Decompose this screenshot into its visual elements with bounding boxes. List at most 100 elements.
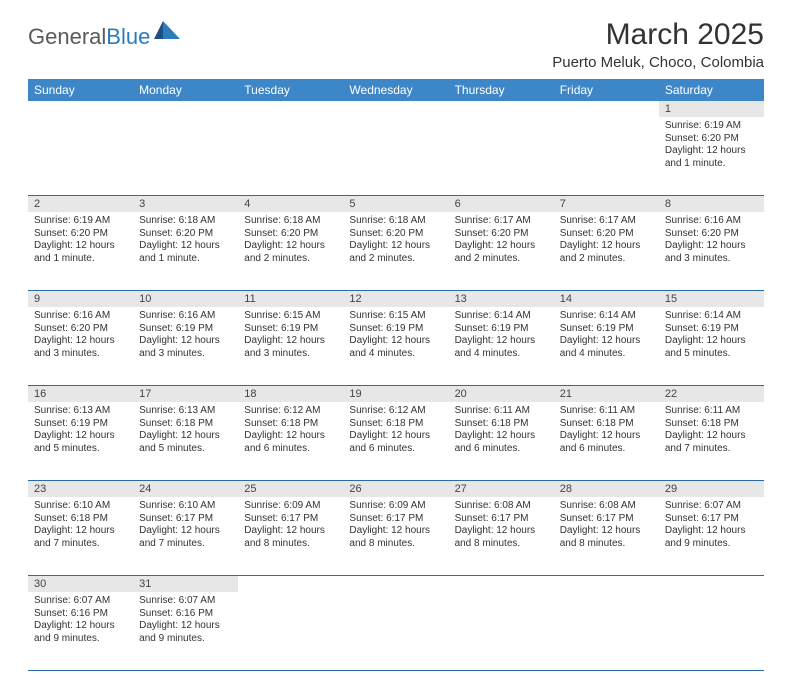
- day-cell: [659, 592, 764, 671]
- day-cell: [554, 592, 659, 671]
- sunset-text: Sunset: 6:20 PM: [349, 228, 442, 241]
- day-number-cell: 24: [133, 481, 238, 498]
- day-cell-body: Sunrise: 6:10 AMSunset: 6:18 PMDaylight:…: [28, 497, 133, 554]
- day-cell: [28, 117, 133, 196]
- weekday-header: Friday: [554, 79, 659, 101]
- daylight-text: Daylight: 12 hours and 7 minutes.: [139, 525, 232, 550]
- sunrise-text: Sunrise: 6:19 AM: [34, 215, 127, 228]
- day-number-cell: 4: [238, 196, 343, 213]
- day-cell: Sunrise: 6:14 AMSunset: 6:19 PMDaylight:…: [449, 307, 554, 386]
- location: Puerto Meluk, Choco, Colombia: [552, 54, 764, 71]
- daylight-text: Daylight: 12 hours and 1 minute.: [139, 240, 232, 265]
- day-number-cell: [343, 101, 448, 117]
- day-number-cell: 18: [238, 386, 343, 403]
- daylight-text: Daylight: 12 hours and 9 minutes.: [665, 525, 758, 550]
- weekday-header: Monday: [133, 79, 238, 101]
- week-row: Sunrise: 6:10 AMSunset: 6:18 PMDaylight:…: [28, 497, 764, 576]
- weekday-header: Saturday: [659, 79, 764, 101]
- daylight-text: Daylight: 12 hours and 8 minutes.: [349, 525, 442, 550]
- day-cell-body: Sunrise: 6:07 AMSunset: 6:17 PMDaylight:…: [659, 497, 764, 554]
- sunset-text: Sunset: 6:17 PM: [455, 513, 548, 526]
- sunrise-text: Sunrise: 6:18 AM: [139, 215, 232, 228]
- day-cell-body: Sunrise: 6:12 AMSunset: 6:18 PMDaylight:…: [238, 402, 343, 459]
- day-number-cell: 28: [554, 481, 659, 498]
- sunrise-text: Sunrise: 6:13 AM: [139, 405, 232, 418]
- day-cell: Sunrise: 6:13 AMSunset: 6:19 PMDaylight:…: [28, 402, 133, 481]
- daylight-text: Daylight: 12 hours and 4 minutes.: [560, 335, 653, 360]
- day-number-cell: 2: [28, 196, 133, 213]
- daylight-text: Daylight: 12 hours and 3 minutes.: [665, 240, 758, 265]
- day-cell-body: Sunrise: 6:16 AMSunset: 6:20 PMDaylight:…: [659, 212, 764, 269]
- day-cell-body: Sunrise: 6:19 AMSunset: 6:20 PMDaylight:…: [659, 117, 764, 174]
- sunrise-text: Sunrise: 6:14 AM: [560, 310, 653, 323]
- sunset-text: Sunset: 6:20 PM: [665, 228, 758, 241]
- day-number-cell: [554, 101, 659, 117]
- day-cell-body: Sunrise: 6:18 AMSunset: 6:20 PMDaylight:…: [133, 212, 238, 269]
- sunset-text: Sunset: 6:18 PM: [349, 418, 442, 431]
- sunset-text: Sunset: 6:18 PM: [560, 418, 653, 431]
- day-cell-body: Sunrise: 6:14 AMSunset: 6:19 PMDaylight:…: [554, 307, 659, 364]
- day-number-cell: 12: [343, 291, 448, 308]
- day-cell-body: Sunrise: 6:11 AMSunset: 6:18 PMDaylight:…: [659, 402, 764, 459]
- calendar-table: Sunday Monday Tuesday Wednesday Thursday…: [28, 79, 764, 671]
- day-cell: [449, 117, 554, 196]
- sunrise-text: Sunrise: 6:11 AM: [560, 405, 653, 418]
- sunset-text: Sunset: 6:19 PM: [139, 323, 232, 336]
- sunrise-text: Sunrise: 6:07 AM: [34, 595, 127, 608]
- weekday-header: Sunday: [28, 79, 133, 101]
- day-number-cell: 23: [28, 481, 133, 498]
- day-number-cell: 27: [449, 481, 554, 498]
- day-number-row: 9101112131415: [28, 291, 764, 308]
- day-number-cell: [238, 101, 343, 117]
- day-cell: Sunrise: 6:11 AMSunset: 6:18 PMDaylight:…: [554, 402, 659, 481]
- day-number-cell: 7: [554, 196, 659, 213]
- day-number-cell: 13: [449, 291, 554, 308]
- sunrise-text: Sunrise: 6:17 AM: [455, 215, 548, 228]
- sunrise-text: Sunrise: 6:08 AM: [560, 500, 653, 513]
- day-cell-body: Sunrise: 6:08 AMSunset: 6:17 PMDaylight:…: [449, 497, 554, 554]
- day-cell: Sunrise: 6:12 AMSunset: 6:18 PMDaylight:…: [238, 402, 343, 481]
- sunset-text: Sunset: 6:20 PM: [34, 323, 127, 336]
- day-number-cell: 8: [659, 196, 764, 213]
- day-cell: Sunrise: 6:10 AMSunset: 6:18 PMDaylight:…: [28, 497, 133, 576]
- day-cell-body: Sunrise: 6:09 AMSunset: 6:17 PMDaylight:…: [238, 497, 343, 554]
- calendar-body: 1Sunrise: 6:19 AMSunset: 6:20 PMDaylight…: [28, 101, 764, 671]
- calendar-page: GeneralBlue March 2025 Puerto Meluk, Cho…: [0, 0, 792, 689]
- sunset-text: Sunset: 6:18 PM: [139, 418, 232, 431]
- day-cell: Sunrise: 6:09 AMSunset: 6:17 PMDaylight:…: [343, 497, 448, 576]
- daylight-text: Daylight: 12 hours and 5 minutes.: [34, 430, 127, 455]
- day-cell-body: Sunrise: 6:12 AMSunset: 6:18 PMDaylight:…: [343, 402, 448, 459]
- day-cell-body: Sunrise: 6:18 AMSunset: 6:20 PMDaylight:…: [343, 212, 448, 269]
- sunrise-text: Sunrise: 6:12 AM: [349, 405, 442, 418]
- day-cell: Sunrise: 6:19 AMSunset: 6:20 PMDaylight:…: [28, 212, 133, 291]
- day-number-cell: 15: [659, 291, 764, 308]
- sunset-text: Sunset: 6:19 PM: [34, 418, 127, 431]
- sunset-text: Sunset: 6:17 PM: [244, 513, 337, 526]
- sunrise-text: Sunrise: 6:17 AM: [560, 215, 653, 228]
- day-cell: Sunrise: 6:07 AMSunset: 6:16 PMDaylight:…: [133, 592, 238, 671]
- sunrise-text: Sunrise: 6:14 AM: [455, 310, 548, 323]
- daylight-text: Daylight: 12 hours and 3 minutes.: [34, 335, 127, 360]
- sunset-text: Sunset: 6:18 PM: [665, 418, 758, 431]
- day-cell: Sunrise: 6:16 AMSunset: 6:20 PMDaylight:…: [659, 212, 764, 291]
- day-number-cell: 9: [28, 291, 133, 308]
- sunrise-text: Sunrise: 6:15 AM: [244, 310, 337, 323]
- day-cell: Sunrise: 6:18 AMSunset: 6:20 PMDaylight:…: [238, 212, 343, 291]
- sunset-text: Sunset: 6:19 PM: [665, 323, 758, 336]
- day-number-row: 16171819202122: [28, 386, 764, 403]
- daylight-text: Daylight: 12 hours and 2 minutes.: [560, 240, 653, 265]
- day-cell-body: Sunrise: 6:14 AMSunset: 6:19 PMDaylight:…: [449, 307, 554, 364]
- week-row: Sunrise: 6:16 AMSunset: 6:20 PMDaylight:…: [28, 307, 764, 386]
- daylight-text: Daylight: 12 hours and 6 minutes.: [455, 430, 548, 455]
- day-number-cell: 10: [133, 291, 238, 308]
- day-cell: Sunrise: 6:09 AMSunset: 6:17 PMDaylight:…: [238, 497, 343, 576]
- daylight-text: Daylight: 12 hours and 9 minutes.: [34, 620, 127, 645]
- week-row: Sunrise: 6:19 AMSunset: 6:20 PMDaylight:…: [28, 212, 764, 291]
- daylight-text: Daylight: 12 hours and 8 minutes.: [560, 525, 653, 550]
- day-cell: [133, 117, 238, 196]
- daylight-text: Daylight: 12 hours and 2 minutes.: [349, 240, 442, 265]
- day-cell-body: Sunrise: 6:18 AMSunset: 6:20 PMDaylight:…: [238, 212, 343, 269]
- week-row: Sunrise: 6:19 AMSunset: 6:20 PMDaylight:…: [28, 117, 764, 196]
- sunset-text: Sunset: 6:16 PM: [139, 608, 232, 621]
- sunset-text: Sunset: 6:20 PM: [560, 228, 653, 241]
